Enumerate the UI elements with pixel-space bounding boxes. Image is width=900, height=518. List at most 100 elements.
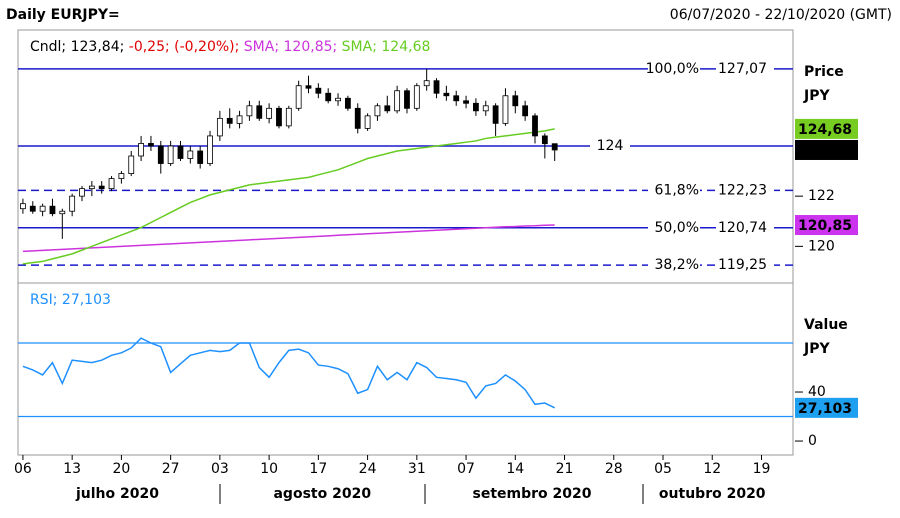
plot-frame xyxy=(17,29,794,456)
candle-body xyxy=(512,95,519,107)
candle-body xyxy=(453,95,460,102)
y-tick-label: 40 xyxy=(808,384,826,400)
x-tick-label: 17 xyxy=(309,461,327,477)
x-tick-label: 06 xyxy=(14,461,32,477)
candle-body xyxy=(226,117,233,124)
candle-body xyxy=(285,107,292,127)
candle-body xyxy=(404,90,410,109)
candle-body xyxy=(197,150,204,164)
candle-body xyxy=(29,205,36,212)
sma-line xyxy=(22,128,555,265)
label-bg xyxy=(590,136,630,155)
x-tick-label: 14 xyxy=(506,461,524,477)
candle-body xyxy=(59,210,66,215)
candle-body xyxy=(502,95,509,124)
candle-body xyxy=(216,117,223,137)
chart-title: Daily EURJPY= xyxy=(6,7,120,23)
candle-body xyxy=(148,143,154,147)
candle-body xyxy=(49,205,56,215)
candle-body xyxy=(98,185,105,190)
candle-body xyxy=(443,92,450,97)
candle-body xyxy=(394,90,401,112)
x-tick-label: 05 xyxy=(654,461,672,477)
label-bg xyxy=(716,181,774,200)
month-label: agosto 2020 xyxy=(273,486,371,502)
candle-body xyxy=(541,135,548,145)
legend-value: 27,103 xyxy=(62,292,111,308)
candle-body xyxy=(413,85,420,109)
rsi-line xyxy=(22,337,556,409)
x-tick-label: 12 xyxy=(703,461,721,477)
candle-body xyxy=(295,85,302,109)
candle-body xyxy=(187,150,194,159)
legend-label: RSI; xyxy=(30,292,57,308)
legend-value: 123,84; xyxy=(71,39,125,55)
value-badge xyxy=(795,397,858,418)
candle-body xyxy=(354,107,361,129)
label-bg xyxy=(716,59,774,78)
date-range: 06/07/2020 - 22/10/2020 (GMT) xyxy=(670,7,892,23)
axis-title: JPY xyxy=(803,88,830,104)
candle-body xyxy=(236,115,243,124)
level-value: 127,07 xyxy=(718,61,767,77)
badge-label: 123,84 xyxy=(798,143,852,159)
candle-body xyxy=(276,107,282,127)
candle-body xyxy=(39,205,46,212)
candle-body xyxy=(325,92,332,102)
candle-body xyxy=(246,105,253,117)
badge-label: 124,68 xyxy=(798,122,852,138)
candle-body xyxy=(207,135,213,164)
level-value: 124 xyxy=(597,138,624,154)
badge-label: 27,103 xyxy=(798,401,852,417)
month-label: setembro 2020 xyxy=(473,486,592,502)
legend-value: 120,85; xyxy=(284,39,338,55)
x-tick-label: 20 xyxy=(112,461,130,477)
candle-body xyxy=(167,145,174,164)
level-value: 122,23 xyxy=(718,182,767,198)
candle-body xyxy=(384,105,391,112)
candle-body xyxy=(69,195,76,212)
legend: RSI; 27,103 xyxy=(30,292,111,308)
candle-body xyxy=(177,145,184,159)
candle-body xyxy=(463,100,469,104)
legend-value: 124,68 xyxy=(381,39,430,55)
legend-label: SMA; xyxy=(342,39,377,55)
candle-body xyxy=(20,203,26,210)
candle-body xyxy=(79,188,85,197)
label-bg xyxy=(716,218,774,237)
y-tick-label: 122 xyxy=(808,188,835,204)
level-label: 38,2% xyxy=(655,257,699,273)
candle-body xyxy=(138,143,144,157)
x-tick-label: 27 xyxy=(162,461,180,477)
candle-body xyxy=(128,155,135,174)
candle-body xyxy=(108,178,115,190)
candle-body xyxy=(433,80,440,94)
candle-body xyxy=(118,173,125,179)
candle-body xyxy=(305,85,312,89)
y-tick-label: 0 xyxy=(808,433,817,449)
month-label: julho 2020 xyxy=(75,486,159,502)
candle-body xyxy=(532,115,538,137)
legend: Cndl; 123,84; -0,25; (-0,20%); SMA; 120,… xyxy=(30,39,430,55)
x-tick-label: 24 xyxy=(359,461,377,477)
price-badge xyxy=(795,118,858,139)
legend-change: -0,25; xyxy=(129,39,170,55)
label-bg xyxy=(648,218,700,237)
candle-body xyxy=(374,105,381,117)
label-bg xyxy=(648,181,700,200)
label-bg xyxy=(716,256,774,275)
badge-label: 120,85 xyxy=(798,218,852,234)
sma-line xyxy=(22,224,555,253)
x-tick-label: 03 xyxy=(211,461,229,477)
candle-body xyxy=(482,105,489,112)
legend-change-pct: (-0,20%); xyxy=(174,39,239,55)
y-tick-label: 120 xyxy=(808,238,835,254)
month-label: outubro 2020 xyxy=(659,486,766,502)
candle-body xyxy=(344,97,351,109)
candle-body xyxy=(335,97,341,102)
price-badge xyxy=(795,139,858,160)
level-value: 119,25 xyxy=(718,257,767,273)
label-bg xyxy=(648,256,700,275)
axis-title: Price xyxy=(804,64,844,80)
